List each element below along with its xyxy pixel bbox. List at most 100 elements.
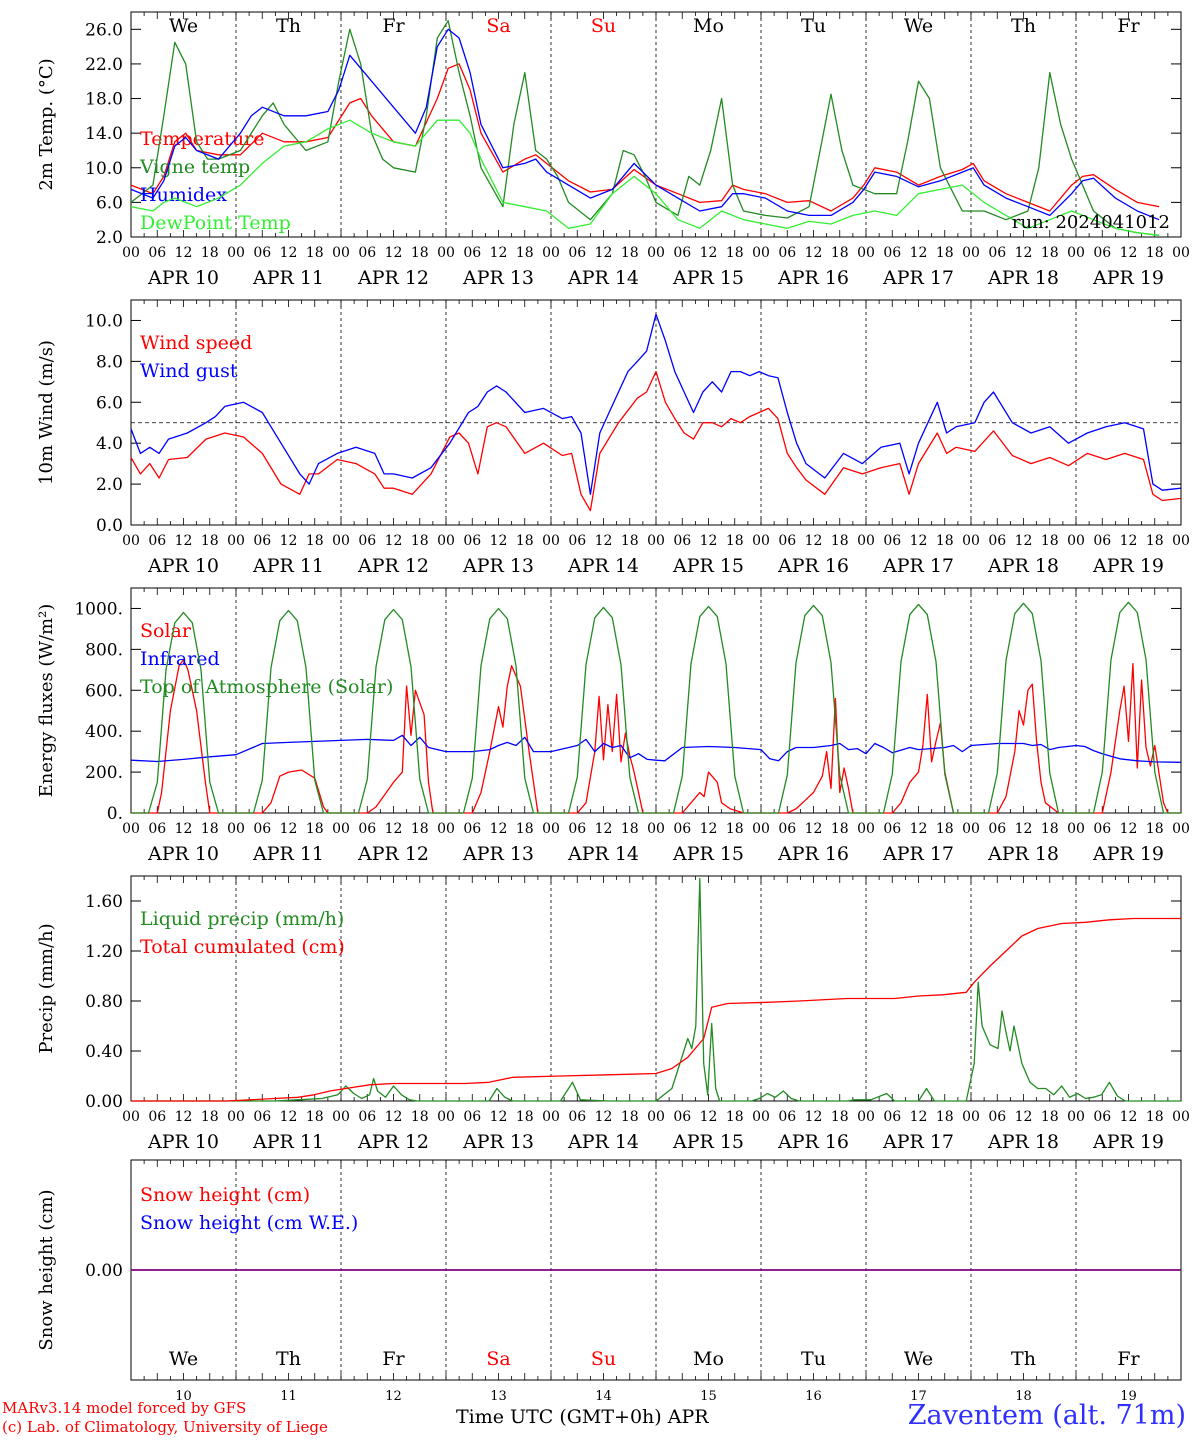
hour-tick-label: 12 <box>700 1109 718 1125</box>
hour-tick-label: 12 <box>910 245 928 261</box>
y-tick-label: 1.20 <box>85 942 123 962</box>
hour-tick-label: 18 <box>1146 821 1164 837</box>
date-label: APR 13 <box>462 843 534 865</box>
hour-tick-label: 18 <box>306 1109 324 1125</box>
hour-tick-label: 06 <box>988 821 1006 837</box>
date-label: APR 12 <box>357 843 429 865</box>
date-label: APR 10 <box>147 267 219 289</box>
hour-tick-label: 12 <box>1120 245 1138 261</box>
hour-tick-label: 06 <box>568 245 586 261</box>
hour-tick-label: 12 <box>700 533 718 549</box>
date-label: APR 19 <box>1092 843 1164 865</box>
hour-tick-label: 00 <box>857 821 875 837</box>
series-line <box>130 313 1182 495</box>
hour-tick-label: 18 <box>411 1109 429 1125</box>
series-line <box>130 119 1160 236</box>
y-tick-label: 10.0 <box>85 311 123 331</box>
y-tick-label: 4.0 <box>96 434 123 454</box>
hour-tick-label: 18 <box>936 821 954 837</box>
date-label: APR 14 <box>567 1131 639 1153</box>
hour-tick-label: 06 <box>988 533 1006 549</box>
hour-tick-label: 12 <box>910 533 928 549</box>
hour-tick-label: 18 <box>831 1109 849 1125</box>
weekday-label: Sa <box>486 1348 510 1370</box>
hour-tick-label: 18 <box>201 533 219 549</box>
hour-tick-label: 18 <box>516 245 534 261</box>
hour-tick-label: 12 <box>490 245 508 261</box>
hour-tick-label: 00 <box>1172 1109 1190 1125</box>
hour-tick-label: 12 <box>700 821 718 837</box>
y-tick-label: 400. <box>85 722 123 742</box>
hour-tick-label: 12 <box>385 533 403 549</box>
date-label: APR 12 <box>357 267 429 289</box>
date-label: APR 11 <box>252 1131 324 1153</box>
date-label: APR 13 <box>462 267 534 289</box>
hour-tick-label: 00 <box>647 821 665 837</box>
hour-tick-label: 00 <box>332 1109 350 1125</box>
hour-tick-label: 06 <box>358 245 376 261</box>
date-label: APR 13 <box>462 1131 534 1153</box>
series-line <box>130 63 1160 212</box>
day-number-label: 13 <box>490 1389 507 1404</box>
date-label: APR 14 <box>567 843 639 865</box>
hour-tick-label: 18 <box>306 533 324 549</box>
hour-tick-label: 18 <box>621 1109 639 1125</box>
y-tick-label: 800. <box>85 640 123 660</box>
weekday-label: Mo <box>693 1348 724 1370</box>
hour-tick-label: 18 <box>621 245 639 261</box>
hour-tick-label: 00 <box>752 533 770 549</box>
y-axis-title: Energy fluxes (W/m²) <box>36 604 57 798</box>
hour-tick-label: 00 <box>1172 821 1190 837</box>
hour-tick-label: 18 <box>936 245 954 261</box>
hour-tick-label: 12 <box>595 821 613 837</box>
date-label: APR 16 <box>777 555 849 577</box>
hour-tick-label: 06 <box>1093 821 1111 837</box>
weekday-label: Su <box>591 15 616 37</box>
hour-tick-label: 00 <box>122 1109 140 1125</box>
hour-tick-label: 12 <box>175 1109 193 1125</box>
hour-tick-label: 00 <box>962 1109 980 1125</box>
hour-tick-label: 12 <box>805 1109 823 1125</box>
y-axis-title: Snow height (cm) <box>36 1189 57 1350</box>
hour-tick-label: 12 <box>805 245 823 261</box>
hour-tick-label: 12 <box>280 533 298 549</box>
hour-tick-label: 06 <box>568 533 586 549</box>
hour-tick-label: 06 <box>673 245 691 261</box>
lab-credit: (c) Lab. of Climatology, University of L… <box>2 1418 328 1436</box>
hour-tick-label: 00 <box>437 533 455 549</box>
y-tick-label: 0.40 <box>85 1042 123 1062</box>
hour-tick-label: 00 <box>122 821 140 837</box>
date-label: APR 17 <box>882 1131 954 1153</box>
y-tick-label: 0.80 <box>85 992 123 1012</box>
date-label: APR 17 <box>882 843 954 865</box>
hour-tick-label: 06 <box>253 1109 271 1125</box>
hour-tick-label: 00 <box>647 533 665 549</box>
hour-tick-label: 00 <box>227 533 245 549</box>
hour-tick-label: 18 <box>936 1109 954 1125</box>
hour-tick-label: 18 <box>306 821 324 837</box>
y-tick-label: 10.0 <box>85 159 123 179</box>
legend-entry: DewPoint Temp <box>140 212 291 234</box>
weekday-label: Sa <box>486 15 510 37</box>
weekday-label: We <box>169 15 198 37</box>
hour-tick-label: 18 <box>726 1109 744 1125</box>
hour-tick-label: 12 <box>280 1109 298 1125</box>
weekday-label: Fr <box>1117 15 1140 37</box>
date-label: APR 10 <box>147 555 219 577</box>
y-tick-label: 18.0 <box>85 90 123 110</box>
hour-tick-label: 18 <box>831 533 849 549</box>
date-label: APR 19 <box>1092 1131 1164 1153</box>
date-label: APR 18 <box>987 267 1059 289</box>
hour-tick-label: 12 <box>175 245 193 261</box>
hour-tick-label: 06 <box>253 245 271 261</box>
hour-tick-label: 06 <box>1093 1109 1111 1125</box>
hour-tick-label: 12 <box>1015 821 1033 837</box>
weekday-label: Th <box>276 15 301 37</box>
y-tick-label: 0.00 <box>85 1092 123 1112</box>
hour-tick-label: 12 <box>1015 1109 1033 1125</box>
weekday-label: Th <box>1011 15 1036 37</box>
hour-tick-label: 06 <box>883 1109 901 1125</box>
panel-frame <box>130 11 1182 238</box>
hour-tick-label: 06 <box>253 533 271 549</box>
hour-tick-label: 06 <box>358 821 376 837</box>
